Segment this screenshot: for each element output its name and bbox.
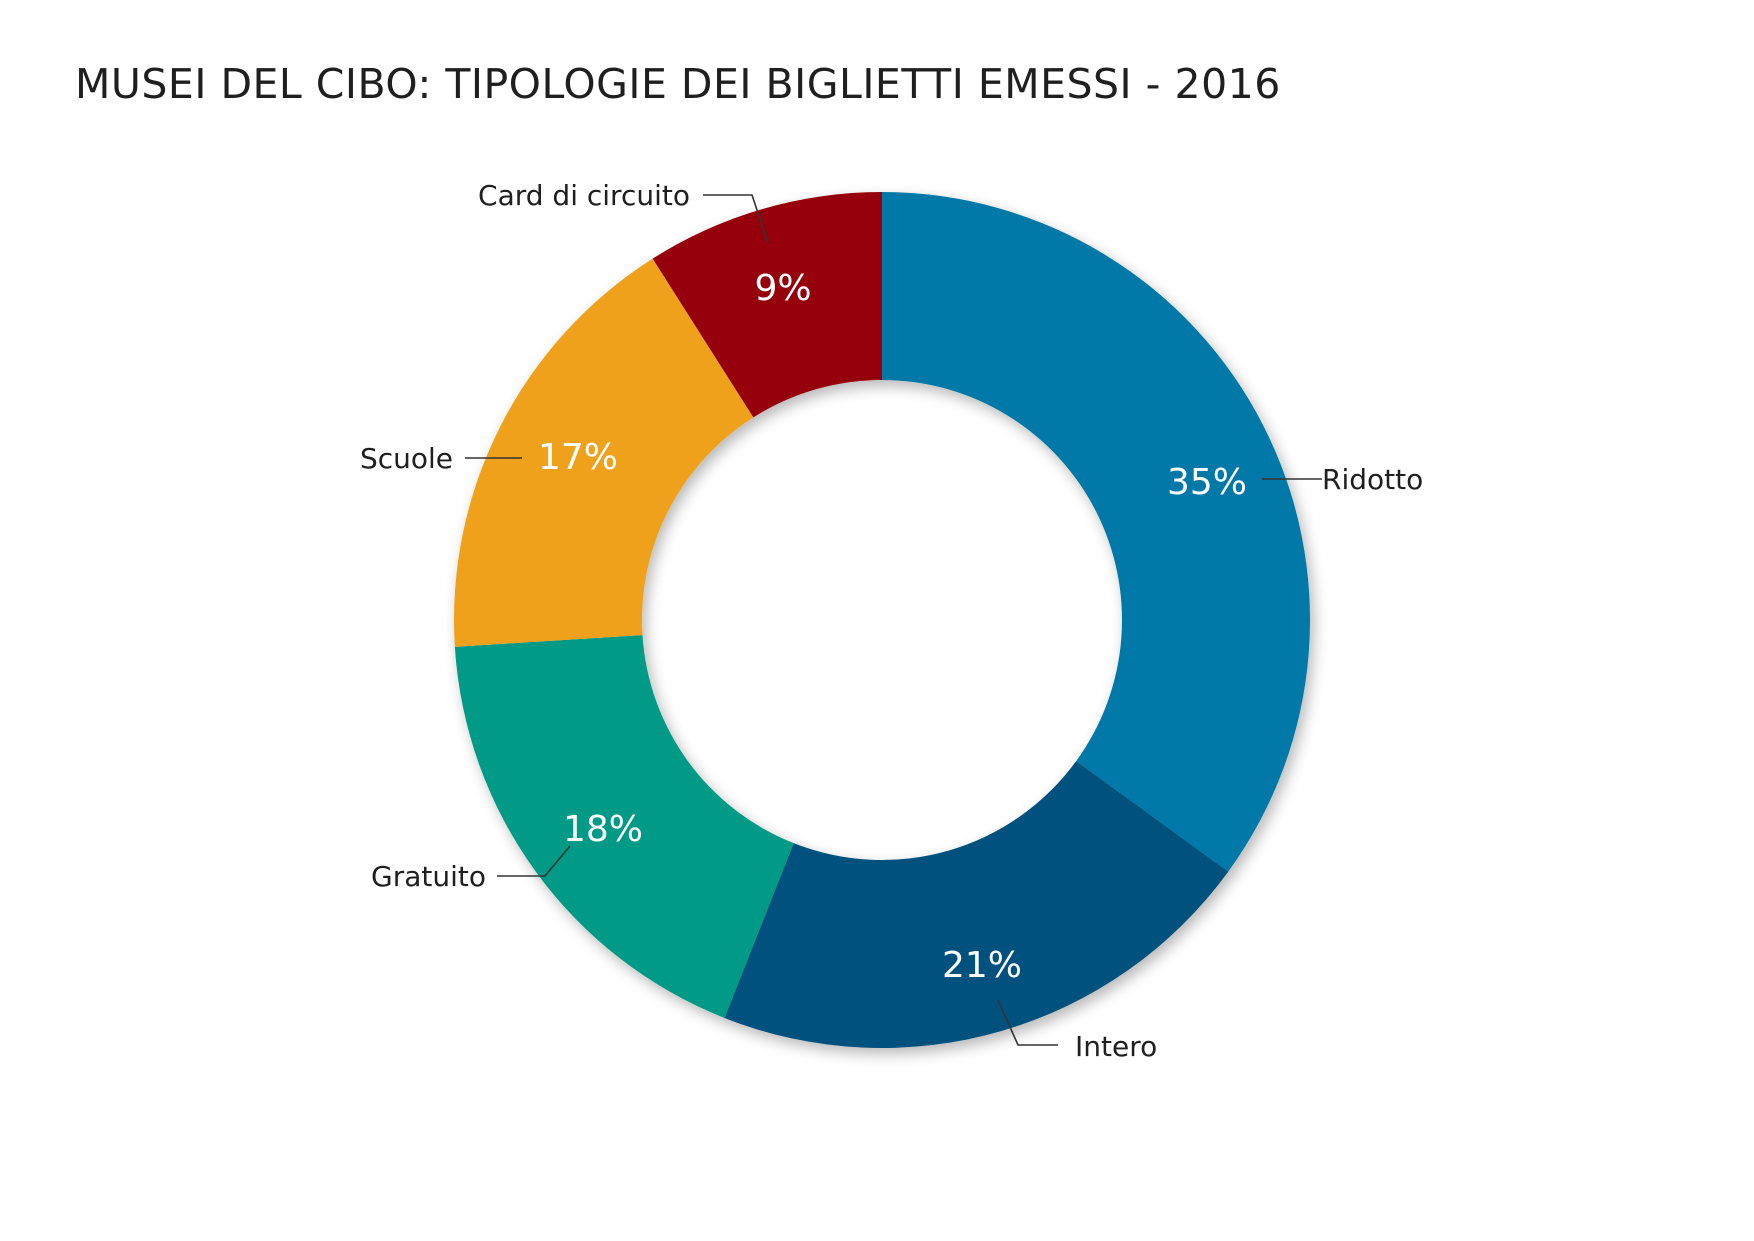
slice-gratuito [454,635,794,1018]
donut-slices [454,192,1310,1048]
leader-line-intero [997,999,1058,1046]
category-label-intero: Intero [1075,1030,1157,1063]
donut-labels: 35% Ridotto 21% Intero 18% Gratuito 17% Scuole 9… [360,179,1423,1063]
value-label-gratuito: 18% [563,809,643,850]
value-label-ridotto: 35% [1167,462,1247,503]
chart-title: MUSEI DEL CIBO: TIPOLOGIE DEI BIGLIETTI … [75,60,1281,108]
value-label-scuole: 17% [538,437,618,478]
leader-line-card-di-circuito [703,194,769,244]
slice-intero [724,761,1229,1048]
category-label-scuole: Scuole [360,442,453,475]
category-label-gratuito: Gratuito [371,860,486,893]
category-label-card-di-circuito: Card di circuito [478,179,690,212]
category-label-ridotto: Ridotto [1322,463,1423,496]
value-label-card-di-circuito: 9% [754,268,811,309]
slice-card-di-circuito [652,192,882,418]
slice-ridotto [882,192,1310,872]
slice-scuole [454,258,754,647]
value-label-intero: 21% [942,945,1022,986]
leader-line-gratuito [497,845,571,877]
